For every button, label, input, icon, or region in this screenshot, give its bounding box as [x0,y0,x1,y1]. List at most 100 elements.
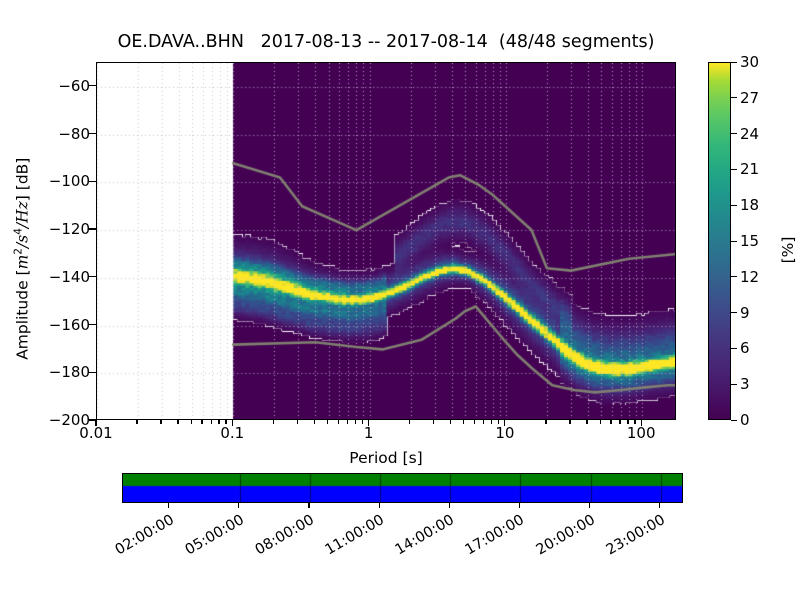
x-tick-label: 0.1 [220,424,245,442]
x-tick-mark-minor [586,420,588,424]
time-tick-mark [448,503,450,508]
x-tick-mark-minor [627,420,629,424]
time-tick-mark [238,503,240,508]
y-tick-label: −80 [58,124,90,143]
colorbar-tick-label: 6 [740,339,750,358]
colorbar-tick-mark [731,419,737,421]
x-tick-mark-minor [210,420,212,424]
x-tick-mark-minor [313,420,315,424]
time-tick-label: 17:00:00 [462,512,528,559]
y-tick-mark [89,419,96,421]
y-tick-label: −160 [48,315,90,334]
time-tick-mark [378,503,380,508]
x-tick-mark-minor [346,420,349,424]
x-tick-mark-major [504,420,506,426]
time-tick-mark [168,503,170,508]
page-title: OE.DAVA..BHN 2017-08-13 -- 2017-08-14 (4… [117,32,655,52]
y-tick-mark [89,228,96,230]
x-tick-label: 100 [626,424,656,442]
colorbar-tick-label: 24 [740,124,760,143]
colorbar-tick-mark [731,312,737,314]
y-tick-mark [89,180,96,182]
x-tick-mark-minor [218,420,220,424]
colorbar-tick-label: 27 [740,88,760,107]
colorbar-tick-label: 15 [740,232,760,250]
x-tick-mark-minor [569,420,571,424]
colorbar-tick-label: 9 [740,303,750,322]
y-tick-label: −140 [48,267,90,286]
y-tick-mark [89,323,96,326]
x-tick-mark-minor [491,420,493,424]
time-tick-label: 20:00:00 [533,512,598,559]
y-tick-label: −200 [48,411,90,429]
x-tick-label: 1 [363,424,374,442]
time-tick-mark [308,503,310,508]
y-axis-label-text: Amplitude [m2/s4/Hz] [dB] [12,157,32,360]
x-tick-mark-minor [450,420,452,424]
y-axis-label: Amplitude [m2/s4/Hz] [dB] [0,109,50,429]
colorbar-tick-label: 30 [740,53,760,71]
x-tick-mark-minor [619,420,621,424]
x-tick-mark-minor [160,420,162,424]
colorbar-tick-mark [731,204,737,206]
x-axis-label: Period [s] [349,449,423,467]
time-tick-label: 02:00:00 [112,512,177,559]
time-tick-label: 14:00:00 [392,512,458,559]
x-tick-mark-minor [463,420,465,424]
x-tick-mark-minor [296,420,298,424]
x-tick-mark-minor [177,420,179,424]
x-tick-mark-minor [354,420,356,424]
time-tick-label: 11:00:00 [322,512,388,559]
colorbar-tick-mark [731,383,737,385]
colorbar-tick-label: 12 [740,267,760,286]
x-tick-mark-minor [433,420,435,424]
colorbar-tick-mark [731,276,737,278]
y-tick-mark [89,85,96,87]
x-tick-mark-minor [474,420,476,424]
y-tick-mark [89,276,96,278]
colorbar-tick-mark [731,168,737,170]
x-tick-label: 0.01 [79,424,113,442]
colorbar-tick-mark [731,240,737,242]
x-tick-mark-minor [326,420,329,424]
colorbar-tick-mark [731,61,737,63]
time-tick-label: 23:00:00 [603,512,668,559]
x-tick-mark-minor [225,420,227,424]
x-tick-mark-major [368,420,370,426]
colorbar-tick-mark [731,347,737,349]
x-tick-mark-minor [409,420,411,424]
x-tick-mark-minor [361,420,363,424]
x-tick-mark-minor [337,420,339,424]
x-tick-mark-minor [483,420,485,424]
time-tick-mark [518,503,520,508]
x-tick-mark-minor [610,420,612,424]
x-tick-mark-minor [545,420,547,424]
y-tick-label: −60 [58,76,90,95]
colorbar-tick-label: 0 [740,411,750,429]
time-coverage-bar[interactable] [122,473,683,503]
colorbar-tick-label: 3 [740,375,750,394]
x-tick-mark-minor [498,420,500,424]
x-tick-mark-major [231,420,233,426]
colorbar-tick-label: 18 [740,196,760,215]
x-tick-mark-minor [190,420,192,424]
x-tick-mark-minor [599,420,601,424]
ppsd-plot-area[interactable] [96,62,676,420]
colorbar[interactable] [708,62,731,420]
time-tick-mark [588,503,591,508]
x-tick-mark-major [95,420,97,426]
time-coverage-canvas [123,474,682,502]
y-tick-mark [89,133,96,135]
colorbar-tick-label: 21 [740,160,760,179]
x-tick-mark-minor [136,420,138,424]
x-tick-mark-major [640,420,642,426]
y-tick-label: −180 [48,363,90,382]
y-tick-label: −120 [48,220,90,239]
time-tick-mark [659,503,661,508]
colorbar-tick-mark [731,133,737,135]
y-tick-mark [89,371,96,373]
y-tick-label: −100 [48,172,90,191]
time-tick-label: 05:00:00 [182,512,247,559]
x-tick-mark-minor [634,420,636,424]
